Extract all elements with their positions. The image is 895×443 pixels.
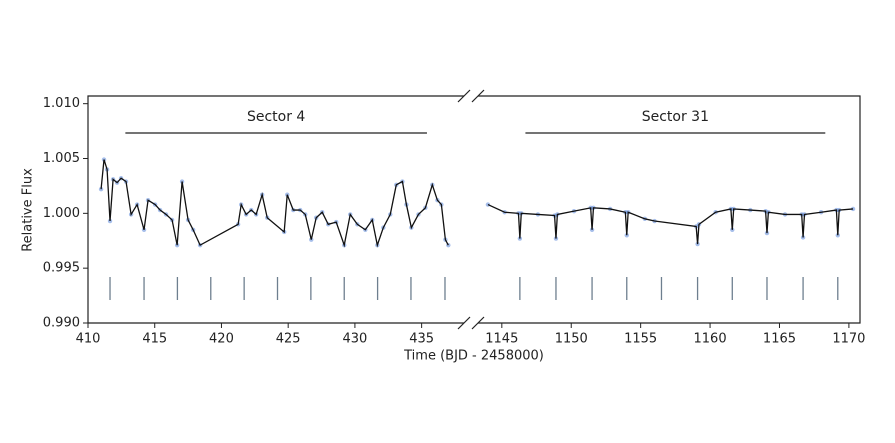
x-tick-label: 435 [409,332,434,347]
sector-label: Sector 31 [642,109,709,125]
y-tick-label: 0.990 [43,316,80,331]
x-tick-label: 1150 [555,332,588,347]
x-axis-label: Time (BJD - 2458000) [403,349,544,364]
x-tick-label: 1145 [485,332,518,347]
binned-flux-line [487,203,854,245]
y-tick-label: 0.995 [43,261,80,276]
y-tick-label: 1.010 [43,96,80,111]
sector-label: Sector 4 [247,109,305,125]
y-axis-label: Relative Flux [21,168,36,252]
x-tick-label: 410 [76,332,101,347]
x-tick-label: 415 [142,332,167,347]
x-tick-label: 430 [342,332,367,347]
x-tick-label: 1155 [624,332,657,347]
axis-spine [478,95,861,324]
y-tick-label: 1.005 [43,151,80,166]
binned-flux-line [100,159,449,248]
x-tick-label: 420 [209,332,234,347]
x-tick-label: 425 [276,332,301,347]
x-tick-label: 1170 [832,332,865,347]
axis-break [457,89,485,330]
x-tick-label: 1160 [694,332,727,347]
axis-spine [87,95,464,324]
y-tick-label: 1.000 [43,206,80,221]
x-tick-label: 1165 [763,332,796,347]
